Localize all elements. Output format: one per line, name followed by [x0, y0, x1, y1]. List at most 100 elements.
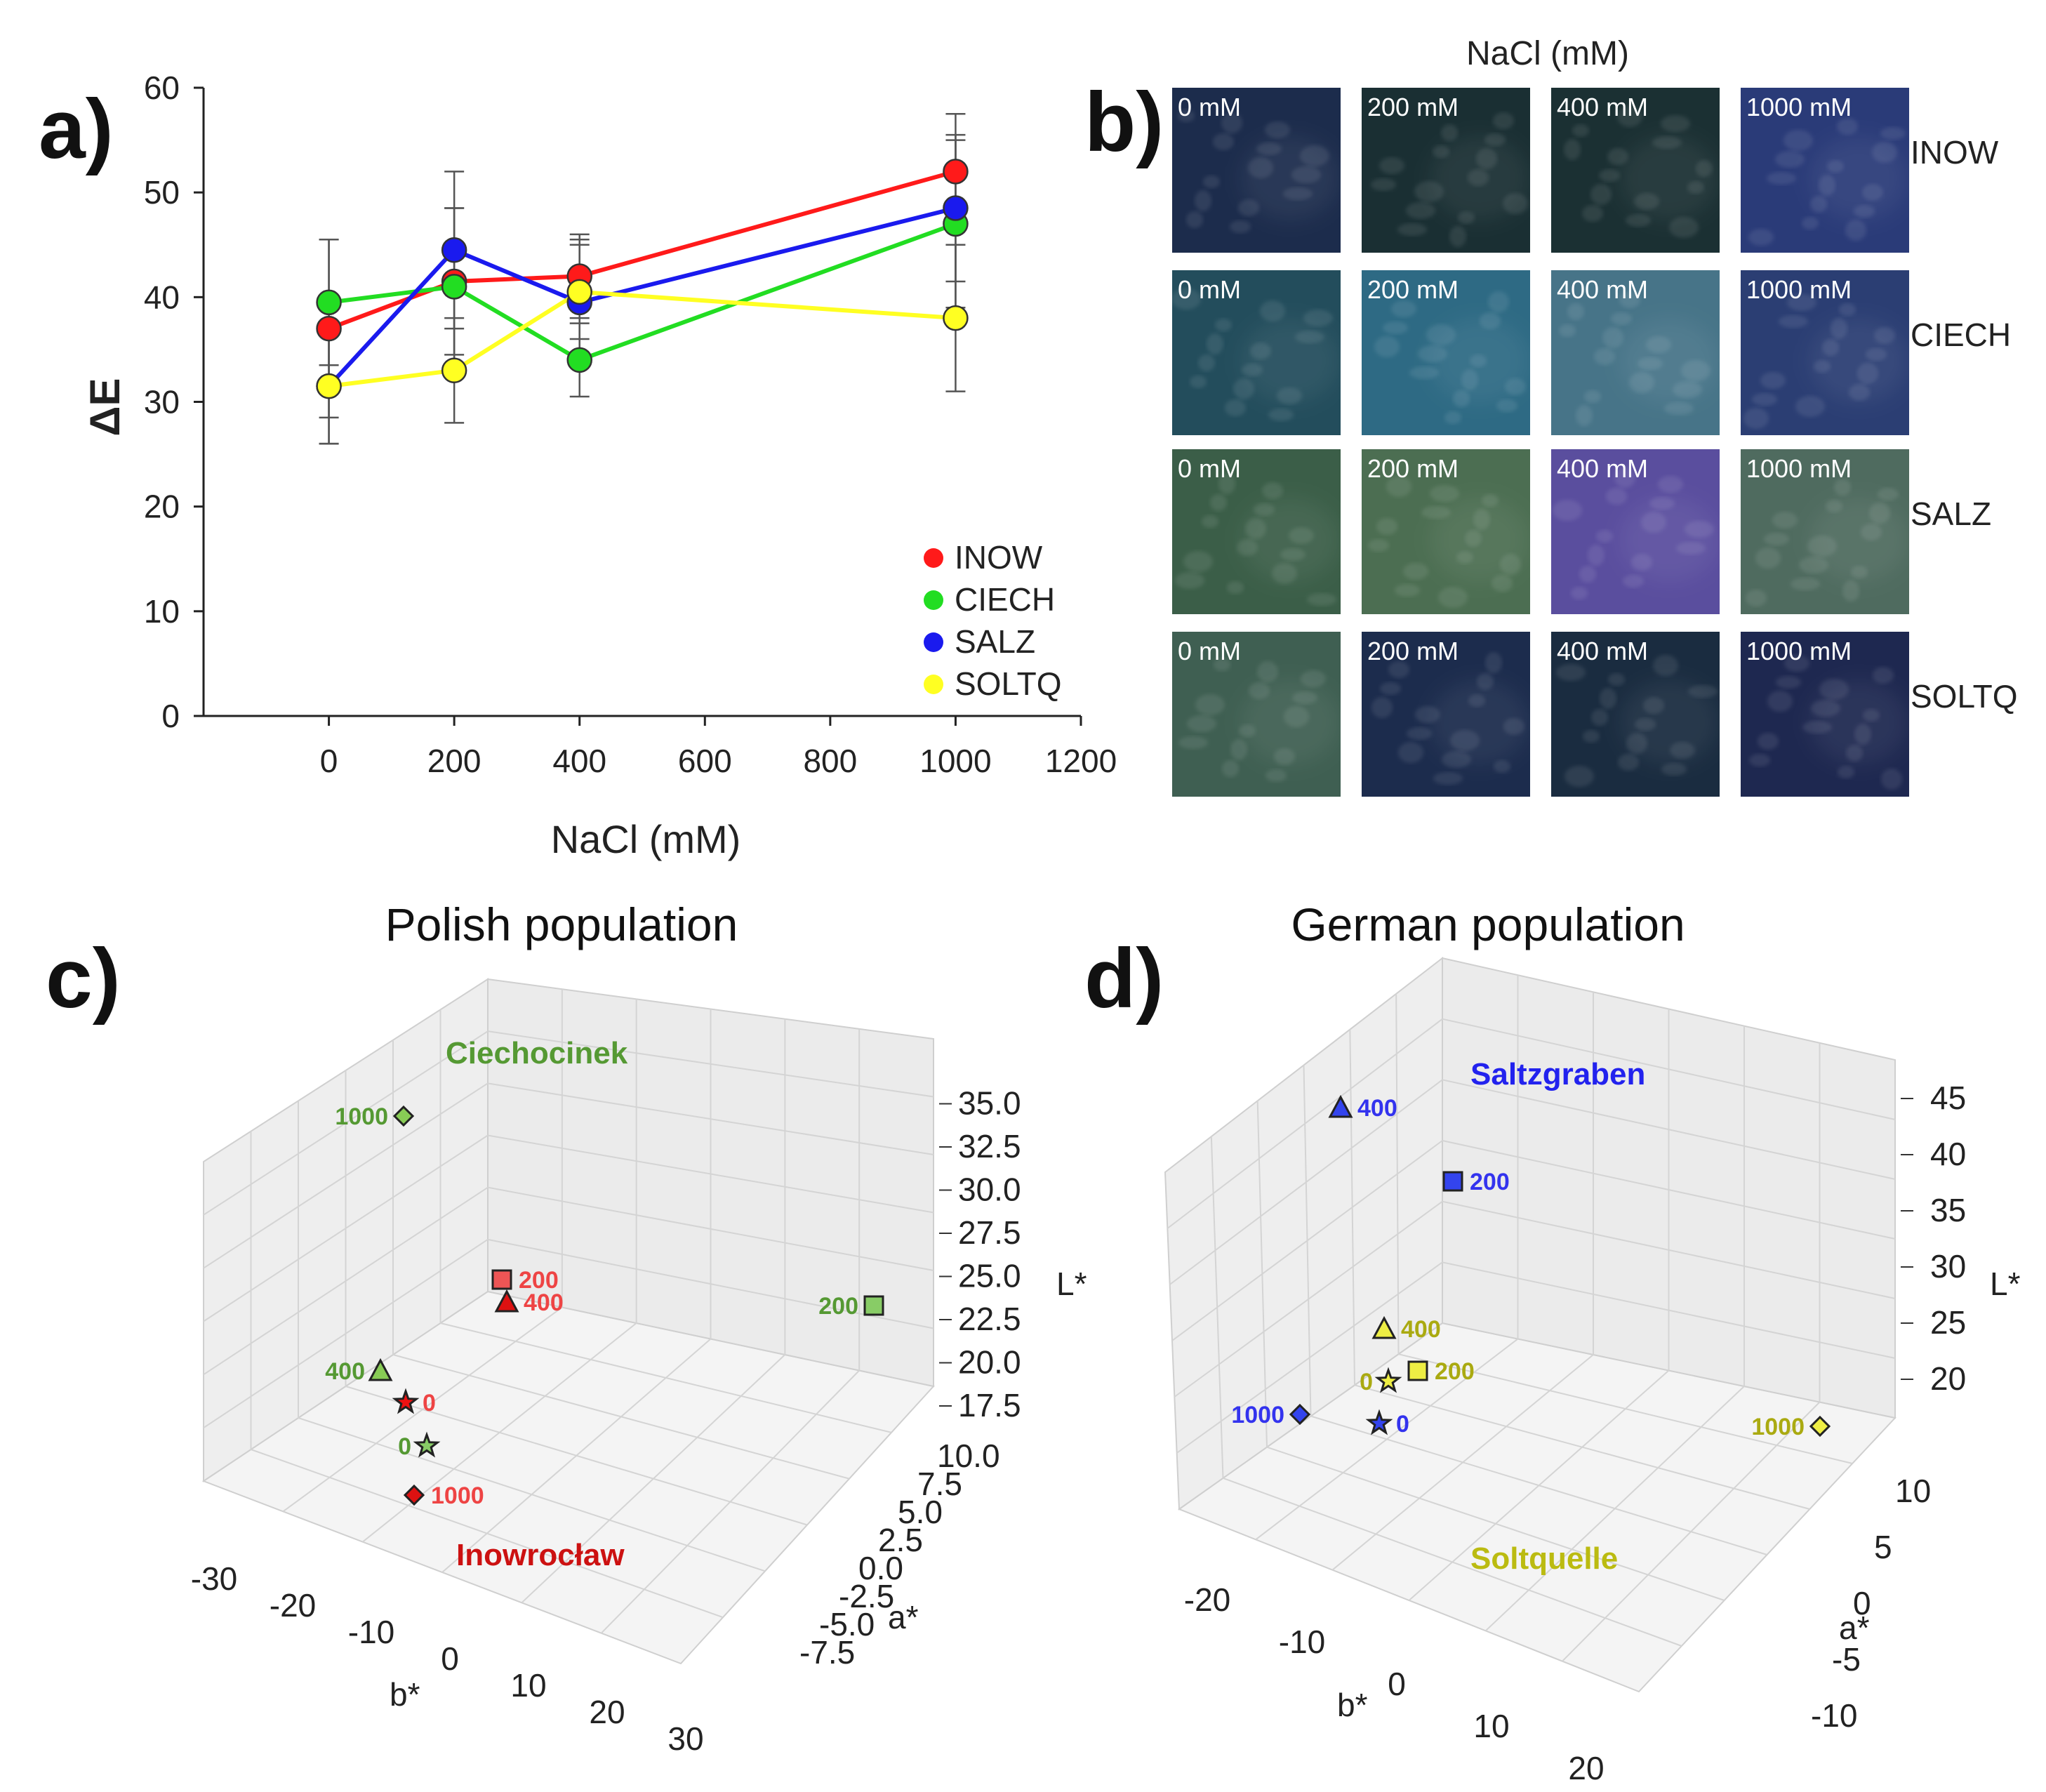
L-axis-label: L* — [1990, 1266, 2021, 1302]
tile-concentration-label: 0 mM — [1178, 93, 1241, 121]
tile-concentration-label: 400 mM — [1557, 275, 1648, 304]
texture-droplet — [1368, 539, 1389, 552]
texture-droplet — [1213, 133, 1234, 150]
row-label-soltq: SOLTQ — [1911, 678, 2018, 715]
data-point-label: 200 — [519, 1267, 559, 1294]
b-tick-label: 20 — [1568, 1750, 1604, 1786]
y-tick-label: 50 — [144, 174, 180, 211]
legend-marker-soltq — [924, 675, 943, 694]
texture-droplet — [1623, 575, 1644, 588]
data-point-label: 1000 — [1231, 1402, 1284, 1428]
panel-a-label: a) — [39, 82, 114, 176]
tile-concentration-label: 1000 mM — [1746, 275, 1852, 304]
texture-droplet — [1444, 411, 1461, 424]
texture-droplet — [1664, 402, 1694, 415]
texture-droplet — [1608, 673, 1625, 686]
L-tick-label: 20 — [1930, 1360, 1966, 1397]
y-tick-label: 30 — [144, 384, 180, 420]
texture-droplet — [1565, 766, 1594, 787]
texture-glow — [1241, 680, 1339, 765]
y-tick-label: 10 — [144, 593, 180, 630]
texture-droplet — [1838, 766, 1854, 778]
texture-droplet — [1617, 106, 1642, 127]
tile-concentration-label: 400 mM — [1557, 637, 1648, 665]
texture-droplet — [1227, 581, 1244, 594]
x-tick-label: 0 — [320, 743, 338, 779]
data-point-label: 400 — [1401, 1316, 1441, 1343]
legend-marker-inow — [924, 548, 943, 568]
texture-droplet — [1669, 217, 1699, 238]
grid-line — [487, 1030, 934, 1098]
texture-glow — [1620, 319, 1718, 404]
y-tick-label: 60 — [144, 69, 180, 106]
texture-droplet — [1607, 148, 1628, 165]
L-axis-label: L* — [1056, 1266, 1087, 1302]
texture-droplet — [1783, 130, 1813, 151]
texture-droplet — [1397, 223, 1427, 236]
row-label-ciech: CIECH — [1911, 317, 2011, 353]
texture-droplet — [1784, 655, 1809, 672]
data-point-square — [863, 1295, 884, 1316]
texture-droplet — [1614, 467, 1635, 488]
texture-glow — [1809, 498, 1908, 583]
texture-droplet — [1564, 139, 1581, 160]
texture-droplet — [1758, 733, 1779, 750]
texture-droplet — [1661, 763, 1687, 776]
data-point-triangle — [368, 1358, 393, 1381]
texture-droplet — [1556, 664, 1586, 681]
texture-droplet — [1407, 727, 1432, 740]
data-point-label: 400 — [524, 1289, 564, 1316]
L-tick-label: 32.5 — [958, 1128, 1021, 1164]
a-tick-label: 7.5 — [917, 1466, 962, 1502]
series-line-soltq — [328, 289, 956, 389]
texture-droplet — [1207, 333, 1223, 354]
a-tick-label: 5.0 — [898, 1494, 943, 1530]
data-point-star — [413, 1431, 441, 1458]
row-label-salz: SALZ — [1911, 496, 1991, 532]
y-tick-label: 40 — [144, 279, 180, 315]
texture-droplet — [1767, 172, 1796, 185]
a-tick-label: -10 — [1811, 1697, 1857, 1734]
texture-droplet — [1749, 754, 1770, 766]
data-point-square — [491, 1269, 512, 1290]
texture-droplet — [1222, 760, 1239, 777]
tile-concentration-label: 1000 mM — [1746, 637, 1852, 665]
data-point-salz — [441, 237, 467, 263]
b-tick-label: 0 — [1388, 1666, 1406, 1702]
texture-droplet — [1376, 518, 1397, 535]
texture-droplet — [1380, 682, 1401, 695]
texture-droplet — [1787, 294, 1816, 311]
texture-droplet — [1583, 730, 1600, 743]
b-tick-label: 0 — [441, 1640, 459, 1677]
texture-droplet — [1202, 515, 1218, 528]
texture-droplet — [1878, 488, 1899, 500]
grid-line — [1562, 1401, 1821, 1662]
data-point-diamond — [1809, 1415, 1831, 1438]
panel-c-title: Polish population — [385, 898, 738, 950]
texture-droplet — [1755, 547, 1781, 569]
x-tick-label: 600 — [678, 743, 732, 779]
a-tick-label: 10 — [1895, 1473, 1931, 1509]
texture-droplet — [1198, 354, 1215, 371]
a-tick-label: -2.5 — [839, 1578, 894, 1614]
tile-concentration-label: 0 mM — [1178, 637, 1241, 665]
tile-concentration-label: 0 mM — [1178, 454, 1241, 483]
texture-droplet — [1186, 211, 1203, 228]
b-axis-label: b* — [390, 1676, 420, 1713]
tile-concentration-label: 200 mM — [1367, 637, 1459, 665]
texture-droplet — [1178, 736, 1208, 749]
panel-d-title: German population — [1291, 898, 1685, 950]
legend-label-soltq: SOLTQ — [955, 665, 1062, 702]
b-tick-label: -30 — [191, 1560, 237, 1597]
texture-glow — [1809, 680, 1908, 765]
group-label: Ciechocinek — [446, 1036, 628, 1070]
data-point-star — [1365, 1409, 1393, 1435]
y-tick-label: 0 — [161, 698, 180, 734]
data-point-label: 0 — [398, 1433, 411, 1460]
texture-droplet — [1395, 584, 1420, 597]
x-tick-label: 400 — [552, 743, 606, 779]
b-tick-label: 20 — [589, 1694, 625, 1730]
texture-droplet — [1266, 769, 1287, 782]
